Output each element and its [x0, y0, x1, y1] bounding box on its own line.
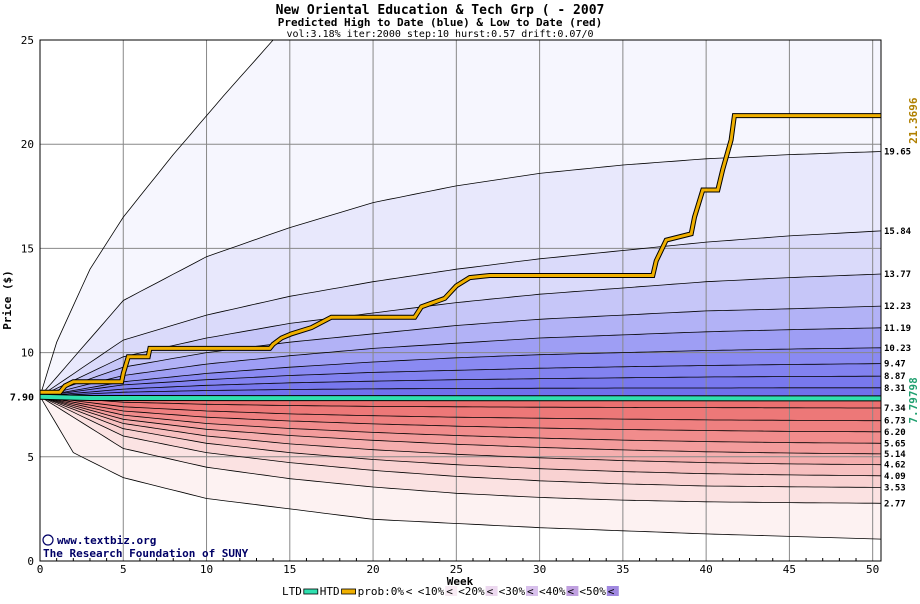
high-to-date-value: 21.3696 — [907, 97, 920, 144]
watermark-org: The Research Foundation of SUNY — [43, 547, 249, 560]
plot-frame — [39, 39, 882, 562]
extreme-lower-line — [40, 396, 881, 540]
quantile-line — [40, 273, 881, 397]
x-tick-label: 5 — [120, 563, 127, 576]
x-tick-label: 20 — [366, 563, 379, 576]
legend-label-p0: prob:0% — [358, 585, 405, 598]
legend-label-p10: <10% — [418, 585, 445, 598]
quantile-line — [40, 151, 881, 397]
legend-label-p50: <50% — [579, 585, 606, 598]
x-tick-label: 15 — [283, 563, 296, 576]
y-tick-label: 25 — [21, 34, 34, 47]
quantile-label: 6.73 — [884, 417, 906, 427]
quantile-label: 11.19 — [884, 324, 911, 334]
chart-parameters: vol:3.18% iter:2000 step:10 hurst:0.57 d… — [286, 29, 593, 40]
legend-label-p30: <30% — [499, 585, 526, 598]
high-band-9 — [40, 387, 881, 397]
quantile-line — [40, 396, 881, 444]
legend-swatch-ltd — [303, 588, 319, 595]
legend-swatch-p50 — [606, 586, 619, 596]
quantile-line — [40, 396, 881, 504]
legend-swatch-htd — [341, 588, 357, 595]
plot-area: 19.65 15.84 13.77 12.23 11.19 10.23 9.47 8.87 8.… — [10, 34, 920, 576]
low-to-date-line — [40, 394, 881, 401]
x-axis-label: Week — [447, 575, 474, 588]
legend-swatch-p20 — [485, 586, 498, 596]
legend-lead: < — [608, 585, 615, 598]
quantile-line — [40, 375, 881, 397]
x-tick-label: 25 — [450, 563, 463, 576]
quantile-line — [40, 387, 881, 397]
watermark-url: www.textbiz.org — [57, 534, 156, 547]
legend-swatch-p40 — [566, 586, 579, 596]
start-price-label: 7.90 — [10, 392, 34, 403]
legend-label-p40: <40% — [539, 585, 566, 598]
legend-lead: < — [487, 585, 494, 598]
x-tick-label: 30 — [533, 563, 546, 576]
legend-label-htd: HTD — [320, 585, 340, 598]
quantile-line — [40, 305, 881, 397]
legend-lead: < — [567, 585, 574, 598]
quantile-line — [40, 396, 881, 422]
quantile-lines — [40, 40, 881, 540]
quantile-label: 12.23 — [884, 302, 911, 312]
quantile-line — [40, 363, 881, 397]
quantile-line — [40, 396, 881, 433]
quantile-line — [40, 396, 881, 477]
quantile-label: 4.62 — [884, 461, 906, 471]
y-tick-label: 5 — [27, 451, 34, 464]
quantile-label: 3.53 — [884, 483, 906, 493]
high-to-date-line — [40, 114, 881, 394]
quantile-line — [40, 347, 881, 397]
x-tick-label: 0 — [37, 563, 44, 576]
quantile-label: 9.47 — [884, 360, 906, 370]
quantile-label: 4.09 — [884, 472, 906, 482]
x-tick-label: 50 — [866, 563, 879, 576]
legend-swatch-p0 — [404, 586, 417, 596]
quantile-label: 10.23 — [884, 344, 911, 354]
quantile-label: 8.31 — [884, 384, 906, 394]
quantile-label: 2.77 — [884, 499, 906, 509]
quantile-label: 5.65 — [884, 439, 906, 449]
quantile-line — [40, 230, 881, 397]
x-tick-label: 35 — [616, 563, 629, 576]
chart-title: New Oriental Education & Tech Grp ( - 20… — [276, 3, 605, 18]
quantile-label: 13.77 — [884, 270, 911, 280]
watermark: www.textbiz.org The Research Foundation … — [42, 534, 249, 560]
quantile-line — [40, 396, 881, 466]
quantile-label: 6.20 — [884, 428, 906, 438]
quantile-label: 19.65 — [884, 147, 911, 157]
legend-lead: < — [446, 585, 453, 598]
quantile-label: 5.14 — [884, 450, 906, 460]
x-tick-label: 10 — [200, 563, 213, 576]
quantile-line — [40, 396, 881, 488]
chart-subtitle: Predicted High to Date (blue) & Low to D… — [278, 16, 603, 29]
quantile-label: 7.34 — [884, 404, 906, 414]
legend: LTD HTD prob:0% < <10% < <20% < <30% < <40% < <50% < — [282, 585, 619, 598]
legend-label-p20: <20% — [458, 585, 485, 598]
quantile-line — [40, 396, 881, 455]
extreme-upper-line — [40, 40, 276, 397]
y-tick-label: 10 — [21, 347, 34, 360]
copyright-icon — [42, 534, 54, 546]
low-to-date-value: 7.79798 — [907, 377, 920, 423]
legend-swatch-p10 — [445, 586, 458, 596]
y-tick-label: 20 — [21, 138, 34, 151]
legend-swatch-p30 — [526, 586, 538, 596]
y-tick-label: 0 — [27, 555, 34, 568]
y-axis-label: Price ($) — [1, 270, 14, 330]
legend-lead: < — [406, 585, 413, 598]
quantile-line — [40, 327, 881, 397]
quantile-line — [40, 396, 881, 409]
legend-lead: < — [527, 585, 534, 598]
x-tick-label: 40 — [700, 563, 713, 576]
quantile-label: 15.84 — [884, 227, 912, 237]
quantile-label: 8.87 — [884, 372, 906, 382]
legend-label-ltd: LTD — [282, 585, 302, 598]
x-tick-label: 45 — [783, 563, 796, 576]
y-tick-label: 15 — [21, 242, 34, 255]
